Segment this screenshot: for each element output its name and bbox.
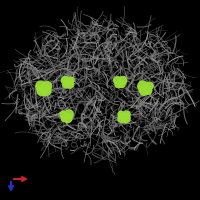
Circle shape bbox=[118, 114, 127, 123]
Circle shape bbox=[118, 81, 125, 88]
Circle shape bbox=[119, 76, 127, 84]
Circle shape bbox=[139, 86, 149, 95]
Circle shape bbox=[36, 81, 46, 91]
Circle shape bbox=[121, 114, 130, 123]
Circle shape bbox=[66, 80, 74, 88]
Circle shape bbox=[43, 82, 52, 91]
Circle shape bbox=[123, 111, 130, 118]
Circle shape bbox=[63, 114, 72, 123]
Circle shape bbox=[144, 87, 152, 94]
Circle shape bbox=[138, 81, 148, 91]
Circle shape bbox=[68, 77, 74, 84]
Circle shape bbox=[145, 82, 153, 90]
Circle shape bbox=[118, 111, 124, 117]
Circle shape bbox=[115, 81, 122, 88]
Circle shape bbox=[41, 86, 51, 96]
Circle shape bbox=[114, 77, 121, 84]
Circle shape bbox=[60, 111, 66, 117]
Circle shape bbox=[61, 77, 69, 84]
Circle shape bbox=[37, 85, 47, 96]
Circle shape bbox=[63, 81, 70, 88]
Circle shape bbox=[61, 115, 67, 121]
Circle shape bbox=[64, 110, 73, 119]
